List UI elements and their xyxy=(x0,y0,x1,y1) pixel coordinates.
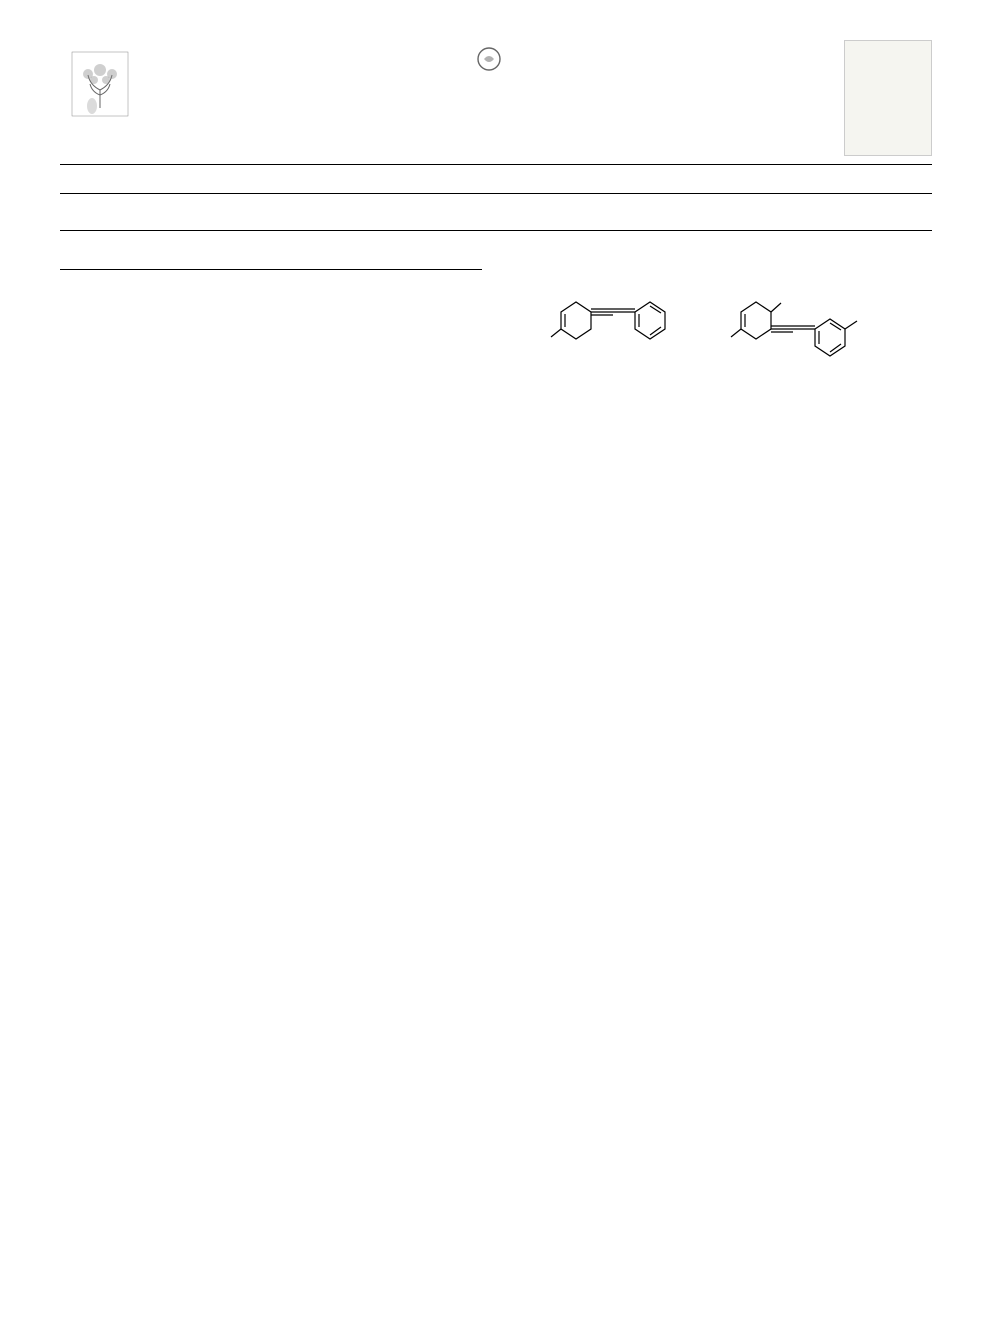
right-column xyxy=(510,255,932,385)
elsevier-tree-icon xyxy=(70,50,130,118)
abstract-block xyxy=(60,193,932,231)
sciencedirect-logo xyxy=(160,46,824,72)
center-header xyxy=(140,40,844,72)
left-column xyxy=(60,255,482,385)
elsevier-logo xyxy=(60,40,140,130)
sciencedirect-icon xyxy=(476,46,502,72)
page-header xyxy=(60,40,932,156)
figure-1-structures xyxy=(541,267,901,377)
divider xyxy=(60,164,932,165)
footnotes-block xyxy=(60,269,482,276)
figure-1 xyxy=(510,267,932,377)
journal-cover-thumbnail xyxy=(844,40,932,156)
body-columns xyxy=(60,255,932,385)
